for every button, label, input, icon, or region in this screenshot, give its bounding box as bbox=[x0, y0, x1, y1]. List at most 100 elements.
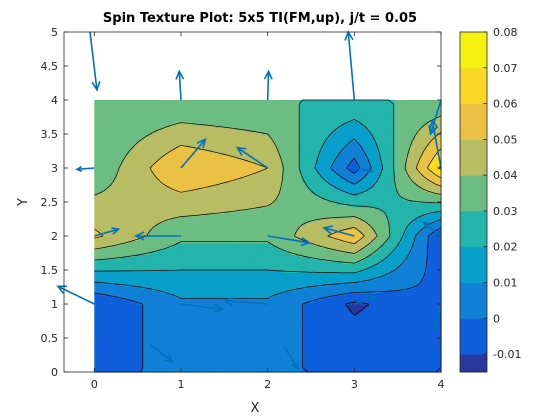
contour-cell bbox=[224, 290, 228, 294]
contour-cell bbox=[302, 360, 306, 364]
contour-cell bbox=[397, 306, 402, 310]
contour-cell bbox=[432, 335, 436, 339]
contour-cell bbox=[169, 276, 173, 280]
contour-cell bbox=[204, 349, 208, 353]
contour-cell bbox=[360, 328, 364, 332]
contour-cell bbox=[270, 304, 275, 307]
contour-cell bbox=[261, 326, 266, 330]
contour-cell bbox=[311, 351, 315, 355]
contour-cell bbox=[172, 313, 176, 316]
contour-cell bbox=[103, 353, 107, 357]
contour-cell bbox=[313, 301, 318, 305]
contour-cell bbox=[299, 351, 303, 355]
contour-cell bbox=[412, 279, 416, 282]
contour-cell bbox=[426, 315, 431, 319]
contour-cell bbox=[403, 317, 407, 321]
contour-cell bbox=[230, 301, 234, 305]
contour-cell bbox=[120, 290, 124, 294]
contour-cell bbox=[308, 276, 312, 280]
contour-cell bbox=[250, 317, 254, 321]
contour-cell bbox=[389, 326, 393, 330]
contour-cell bbox=[360, 369, 364, 373]
contour-cell bbox=[400, 283, 405, 287]
contour-cell bbox=[256, 290, 260, 294]
contour-cell bbox=[241, 310, 246, 314]
contour-cell bbox=[293, 313, 298, 316]
contour-cell bbox=[368, 349, 373, 353]
contour-cell bbox=[391, 279, 396, 282]
contour-cell bbox=[111, 281, 116, 285]
contour-cell bbox=[394, 279, 399, 282]
contour-cell bbox=[400, 328, 405, 332]
contour-cell bbox=[166, 358, 171, 362]
contour-cell bbox=[377, 353, 381, 357]
contour-cell bbox=[209, 356, 214, 359]
contour-cell bbox=[131, 369, 136, 373]
contour-cell bbox=[259, 331, 263, 335]
contour-cell bbox=[238, 367, 243, 371]
contour-cell bbox=[166, 319, 171, 323]
contour-cell bbox=[363, 356, 367, 359]
contour-cell bbox=[218, 317, 223, 321]
contour-cell bbox=[435, 353, 439, 357]
contour-cell bbox=[426, 317, 431, 321]
contour-cell bbox=[235, 326, 240, 330]
contour-cell bbox=[345, 356, 350, 359]
contour-cell bbox=[94, 292, 98, 296]
contour-cell bbox=[319, 292, 324, 296]
contour-cell bbox=[290, 367, 295, 371]
contour-cell bbox=[279, 324, 283, 328]
contour-cell bbox=[337, 281, 341, 285]
contour-cell bbox=[259, 310, 263, 314]
contour-cell bbox=[432, 281, 436, 285]
contour-cell bbox=[311, 301, 315, 305]
contour-cell bbox=[111, 338, 116, 341]
contour-cell bbox=[363, 317, 367, 321]
contour-cell bbox=[224, 304, 228, 307]
contour-cell bbox=[253, 288, 257, 291]
contour-cell bbox=[374, 304, 379, 307]
contour-cell bbox=[371, 331, 376, 335]
contour-cell bbox=[305, 365, 309, 369]
contour-cell bbox=[108, 310, 113, 314]
contour-cell bbox=[241, 347, 246, 350]
contour-cell bbox=[230, 324, 234, 328]
contour-cell bbox=[247, 279, 251, 282]
contour-cell bbox=[261, 279, 266, 282]
contour-cell bbox=[117, 340, 121, 344]
contour-cell bbox=[215, 322, 220, 325]
contour-cell bbox=[172, 290, 176, 294]
contour-cell bbox=[363, 297, 367, 301]
contour-cell bbox=[296, 347, 301, 350]
contour-cell bbox=[250, 342, 254, 346]
contour-cell bbox=[305, 347, 309, 350]
contour-cell bbox=[412, 290, 416, 294]
contour-cell bbox=[420, 367, 425, 371]
contour-cell bbox=[253, 319, 257, 323]
contour-cell bbox=[198, 317, 202, 321]
contour-cell bbox=[290, 285, 295, 289]
contour-cell bbox=[178, 297, 182, 301]
contour-cell bbox=[94, 358, 98, 362]
contour-cell bbox=[163, 356, 168, 359]
contour-cell bbox=[212, 328, 217, 332]
contour-cell bbox=[406, 310, 410, 314]
contour-cell bbox=[285, 308, 289, 312]
contour-cell bbox=[244, 283, 249, 287]
contour-cell bbox=[383, 349, 387, 353]
contour-cell bbox=[296, 356, 301, 359]
contour-cell bbox=[244, 367, 249, 371]
contour-cell bbox=[351, 319, 355, 323]
contour-cell bbox=[169, 306, 173, 310]
contour-cell bbox=[250, 333, 254, 337]
contour-cell bbox=[360, 353, 364, 357]
contour-cell bbox=[293, 292, 298, 296]
contour-cell bbox=[438, 344, 442, 348]
contour-cell bbox=[296, 340, 301, 344]
contour-cell bbox=[377, 279, 381, 282]
contour-cell bbox=[391, 351, 396, 355]
contour-cell bbox=[209, 362, 214, 366]
contour-cell bbox=[339, 351, 344, 355]
contour-cell bbox=[123, 279, 127, 282]
contour-cell bbox=[348, 313, 353, 316]
